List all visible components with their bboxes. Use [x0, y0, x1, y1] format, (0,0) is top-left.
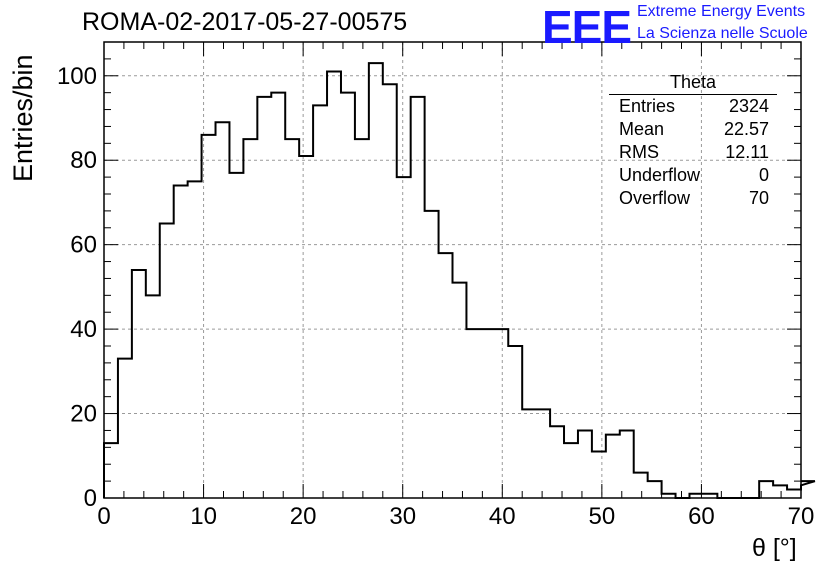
tick-labels: 0 10 20 30 40 50 60 70 0 20 40 60 80 100 — [57, 63, 814, 530]
stats-row: Overflow 70 — [609, 187, 777, 210]
stats-title: Theta — [609, 72, 777, 95]
x-tick-label: 20 — [290, 503, 317, 530]
y-axis-label: Entries/bin — [8, 54, 38, 182]
logo-line-1: Extreme Energy Events — [637, 3, 806, 20]
stats-value: 0 — [758, 165, 769, 185]
stats-value: 12.11 — [725, 142, 769, 162]
y-tick-label: 0 — [84, 485, 97, 512]
y-tick-label: 60 — [70, 232, 97, 259]
plot-frame — [103, 41, 802, 499]
stats-row: Entries 2324 — [609, 95, 777, 118]
stats-label: RMS — [619, 142, 659, 162]
stats-value: 22.57 — [723, 119, 769, 139]
y-tick-label: 100 — [57, 63, 97, 90]
stats-label: Underflow — [619, 165, 701, 185]
chart-title: ROMA-02-2017-05-27-00575 — [82, 8, 408, 36]
stats-value: 2324 — [728, 96, 769, 116]
stats-value: 70 — [748, 188, 769, 208]
x-tick-label: 30 — [389, 503, 416, 530]
x-tick-label: 40 — [489, 503, 516, 530]
x-axis-label: θ [°] — [752, 534, 797, 562]
stats-label: Entries — [619, 96, 676, 116]
x-tick-label: 10 — [190, 503, 217, 530]
x-tick-label: 0 — [97, 503, 110, 530]
y-tick-label: 40 — [70, 316, 97, 343]
axis-ticks — [103, 41, 802, 499]
x-tick-label: 50 — [589, 503, 616, 530]
stats-row: Mean 22.57 — [609, 118, 777, 141]
grid-lines — [104, 42, 801, 498]
x-tick-label: 70 — [788, 503, 815, 530]
stats-row: RMS 12.11 — [609, 141, 777, 164]
y-tick-label: 20 — [70, 401, 97, 428]
x-tick-label: 60 — [688, 503, 715, 530]
stats-label: Mean — [619, 119, 665, 139]
stats-row: Underflow 0 — [609, 164, 777, 187]
stats-label: Overflow — [619, 188, 691, 208]
stats-box: Theta Entries 2324 Mean 22.57 RMS 12.11 … — [609, 72, 777, 210]
logo-line-2: La Scienza nelle Scuole — [637, 25, 808, 42]
y-tick-label: 80 — [70, 147, 97, 174]
logo-letters: EEE — [542, 1, 632, 53]
